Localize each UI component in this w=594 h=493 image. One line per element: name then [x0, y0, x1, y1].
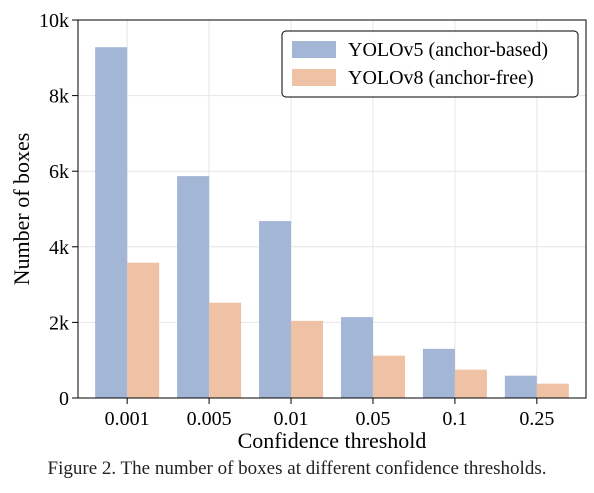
bar-yolov5-0.25 — [504, 375, 537, 398]
x-tick-label: 0.1 — [442, 408, 467, 430]
figure-caption: Figure 2. The number of boxes at differe… — [47, 458, 547, 479]
y-tick-label: 0 — [59, 388, 69, 410]
bar-yolov5-0.1 — [422, 348, 455, 398]
bar-yolov8-0.1 — [454, 369, 487, 398]
bar-yolov8-0.001 — [127, 262, 160, 398]
bar-yolov5-0.01 — [259, 221, 292, 398]
legend-label: YOLOv8 (anchor-free) — [348, 67, 534, 89]
legend-swatch — [292, 41, 336, 58]
y-tick-label: 10k — [39, 10, 69, 32]
bar-chart: 0 2k 4k 6k 8k 10k 0.001 0.005 0.01 0.05 0.1 0.25 Co… — [9, 10, 587, 453]
axis-ticks: 0 2k 4k 6k 8k 10k 0.001 0.005 0.01 0.05 0.1 0.25 — [39, 10, 554, 430]
legend: YOLOv5 (anchor-based) YOLOv8 (anchor-free… — [281, 30, 579, 98]
plot-frame — [77, 19, 587, 399]
y-tick-label: 4k — [49, 237, 69, 259]
y-axis-label: Number of boxes — [9, 133, 34, 286]
legend-label: YOLOv5 (anchor-based) — [348, 39, 548, 61]
bars — [95, 47, 569, 398]
bar-yolov8-0.05 — [372, 355, 405, 398]
bar-yolov8-0.005 — [209, 302, 242, 398]
bar-yolov8-0.01 — [291, 320, 324, 398]
x-tick-label: 0.25 — [519, 408, 554, 430]
bar-yolov8-0.25 — [536, 383, 569, 398]
y-tick-label: 8k — [49, 86, 69, 108]
x-tick-label: 0.001 — [105, 408, 150, 430]
x-tick-label: 0.005 — [187, 408, 232, 430]
y-tick-label: 2k — [49, 312, 69, 334]
legend-swatch — [292, 69, 336, 86]
x-tick-label: 0.01 — [274, 408, 309, 430]
y-tick-label: 6k — [49, 161, 69, 183]
legend-box — [281, 30, 579, 98]
x-axis-label: Confidence threshold — [238, 428, 427, 453]
bar-yolov5-0.001 — [95, 47, 128, 398]
bar-yolov5-0.05 — [340, 317, 373, 398]
bar-yolov5-0.005 — [177, 176, 210, 398]
x-tick-label: 0.05 — [355, 408, 390, 430]
